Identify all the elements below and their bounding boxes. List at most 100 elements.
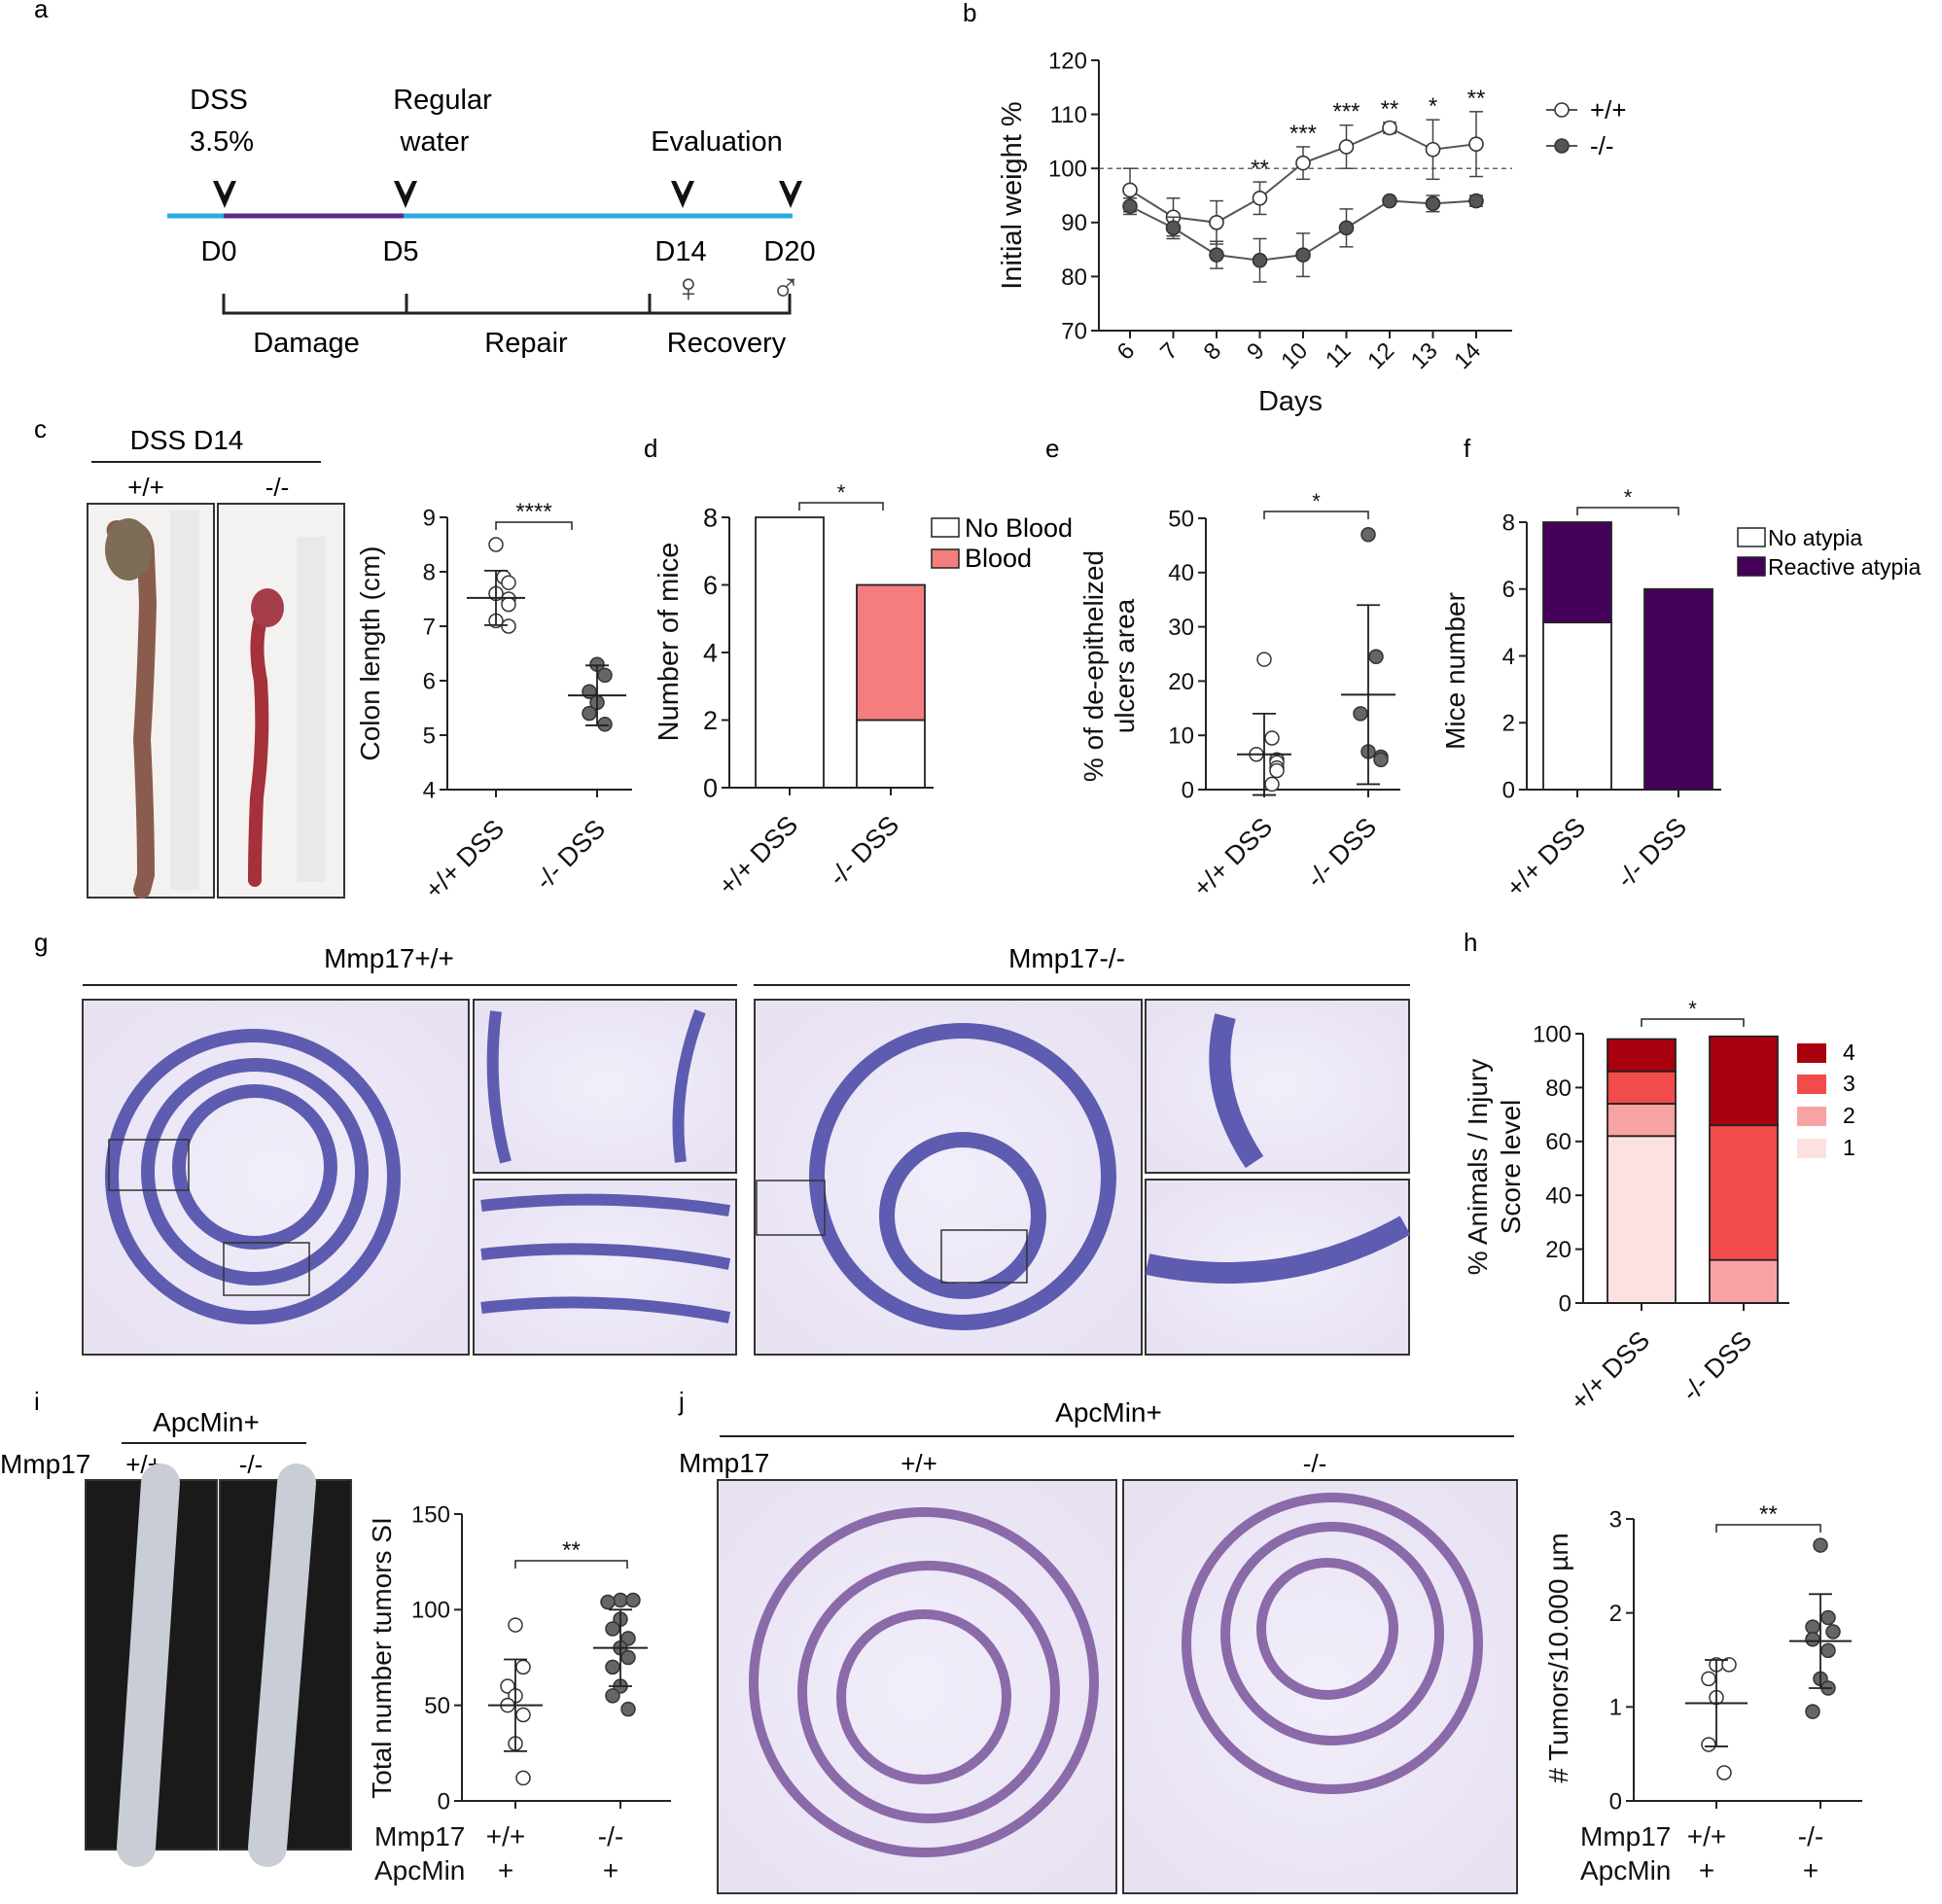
legend-h-label-4: 4: [1843, 1040, 1855, 1065]
chart-d-y-tick-label: 4: [703, 638, 718, 667]
chart-i-y-label-group: Total number tumors SI: [367, 1517, 397, 1798]
cecum-ko: [251, 588, 284, 627]
evaluation-label: Evaluation: [651, 126, 782, 158]
chart-c-y-tick-label: 4: [423, 777, 436, 803]
panel-j-row-label: Mmp17: [679, 1448, 769, 1478]
legend-f-swatch-reactive: [1737, 556, 1766, 577]
chart-b-point: [1468, 193, 1484, 209]
chart-b-point: [1295, 155, 1311, 171]
chart-i-y-tick-label: 0: [438, 1788, 450, 1815]
chart-b-point: [1252, 252, 1268, 268]
zoom-box-ko-2: [940, 1229, 1028, 1284]
chart-b-x-label-group: 13: [1406, 337, 1443, 374]
panel-j-genotype-wt: +/+: [900, 1449, 937, 1478]
chart-b-y-tick-label: 90: [1061, 210, 1087, 236]
legend-h: 4 3 2 1: [1797, 1040, 1855, 1160]
legend-b-marker-ko: [1554, 138, 1570, 154]
chart-j-point: [1701, 1737, 1716, 1752]
chart-b-x-tick-label: 7: [1155, 337, 1183, 366]
chart-h-sig-label: *: [1688, 997, 1697, 1021]
chart-e-y-label-line2: ulcers area: [1110, 598, 1140, 733]
chart-h-y-tick-label: 40: [1545, 1183, 1571, 1210]
legend-h-swatch-2: [1797, 1107, 1826, 1126]
chart-c-x-label-group: -/- DSS: [529, 814, 611, 896]
chart-e-point: [1256, 652, 1272, 667]
chart-b-point: [1209, 247, 1224, 263]
chart-b-sig-label: ***: [1332, 99, 1359, 125]
chart-b-point: [1209, 215, 1224, 230]
chart-j-sig-bracket: [1715, 1524, 1821, 1533]
chart-i-sig-label: **: [562, 1537, 581, 1564]
chart-h-x-tick-label: +/+ DSS: [1565, 1325, 1655, 1416]
chart-j-sig-label: **: [1759, 1501, 1778, 1528]
chart-h-sig-bracket: [1641, 1018, 1745, 1027]
colon-ko: [248, 606, 269, 887]
panel-letter-b: b: [963, 0, 976, 27]
chart-j-row-label: Mmp17: [1580, 1821, 1671, 1851]
chart-b-y-tick-label: 120: [1048, 48, 1087, 74]
legend-h-label-2: 2: [1843, 1103, 1855, 1128]
chart-e-point: [1269, 762, 1285, 779]
ruler-wt: [170, 511, 199, 890]
legend-h-label-3: 3: [1843, 1071, 1855, 1096]
chart-c-point: [501, 575, 516, 590]
chart-c-y-tick-label: 8: [423, 559, 436, 585]
chart-b-sig-label: **: [1381, 96, 1399, 123]
chart-e-y-label-group: % of de-epithelized ulcers area: [1078, 550, 1140, 782]
panel-letter-h: h: [1464, 928, 1477, 957]
chart-j-row-value: +: [1803, 1855, 1818, 1886]
chart-e-y-tick-label: 20: [1168, 669, 1194, 695]
chart-b-sig-label: **: [1467, 86, 1486, 112]
water-label: water: [400, 126, 470, 158]
panel-i-genotype-ko: -/-: [239, 1450, 264, 1479]
legend-b: +/+ -/-: [1546, 95, 1627, 160]
ruler-ko: [297, 537, 326, 882]
zoom-box-wt-1: [108, 1139, 190, 1191]
panel-j-genotype-ko: -/-: [1303, 1449, 1327, 1478]
chart-b-x-label-group: 8: [1199, 337, 1227, 366]
chart-b-y-tick-label: 70: [1061, 318, 1087, 344]
chart-c-y-tick-label: 9: [423, 505, 436, 531]
legend-h-swatch-3: [1797, 1075, 1826, 1094]
chart-f-y-label-group: Mice number: [1440, 592, 1470, 750]
chart-j-y-tick-label: 3: [1609, 1506, 1622, 1533]
chart-b-sig-label: **: [1251, 156, 1269, 182]
chart-b-point: [1338, 220, 1355, 236]
chart-f-bar-segment: [1643, 587, 1713, 791]
chart-i-row-value: -/-: [598, 1821, 623, 1851]
chart-j-row-value: +: [1699, 1855, 1714, 1886]
chart-f-bar-segment: [1542, 521, 1612, 624]
panel-letter-f: f: [1464, 434, 1471, 463]
chart-e-y-tick-label: 0: [1182, 777, 1194, 803]
chart-d-x-label-group: -/- DSS: [823, 810, 904, 892]
chart-f-x-label-group: -/- DSS: [1610, 812, 1692, 894]
legend-f-label-reactive: Reactive atypia: [1768, 554, 1921, 580]
chart-c-sig-label: ****: [515, 499, 551, 525]
chart-i-row-label: Mmp17: [374, 1821, 465, 1851]
legend-h-swatch-1: [1797, 1139, 1826, 1158]
chart-j-row-label: ApcMin: [1580, 1855, 1671, 1886]
chart-h-bar-segment: [1607, 1038, 1677, 1073]
chart-j-tumors-density: 0 1 2 3 ** Mmp17 +/+ -/- ApcMin + + # Tumors/10.000…: [1543, 1501, 1862, 1886]
chart-b-x-label: Days: [1258, 386, 1323, 417]
panel-c-photos: DSS D14 +/+ -/-: [87, 425, 345, 899]
chart-c-point: [597, 667, 613, 684]
histology-apc-ko: [1122, 1479, 1518, 1894]
chart-e-x-tick-label: -/- DSS: [1300, 812, 1382, 894]
chart-b-y-tick-label: 80: [1061, 264, 1087, 291]
panel-i-row-label: Mmp17: [0, 1449, 90, 1479]
chart-e-point: [1373, 752, 1389, 768]
chart-d-y-tick-label: 6: [703, 571, 718, 600]
panel-g-histology: Mmp17+/+ Mmp17-/-: [82, 943, 1411, 1356]
chart-h-y-label-line1: % Animals / Injury: [1463, 1059, 1493, 1276]
chart-d-sig-label: *: [837, 480, 846, 505]
chart-f-y-tick-label: 8: [1502, 510, 1515, 536]
day-d0: D0: [200, 236, 236, 267]
chart-b-point: [1382, 120, 1397, 136]
chart-b-x-tick-label: 13: [1406, 337, 1443, 374]
panel-letter-a: a: [34, 0, 49, 23]
chart-h-y-tick-label: 80: [1545, 1075, 1571, 1102]
chart-b-sig-label: *: [1429, 93, 1437, 120]
panel-letter-g: g: [34, 928, 48, 957]
